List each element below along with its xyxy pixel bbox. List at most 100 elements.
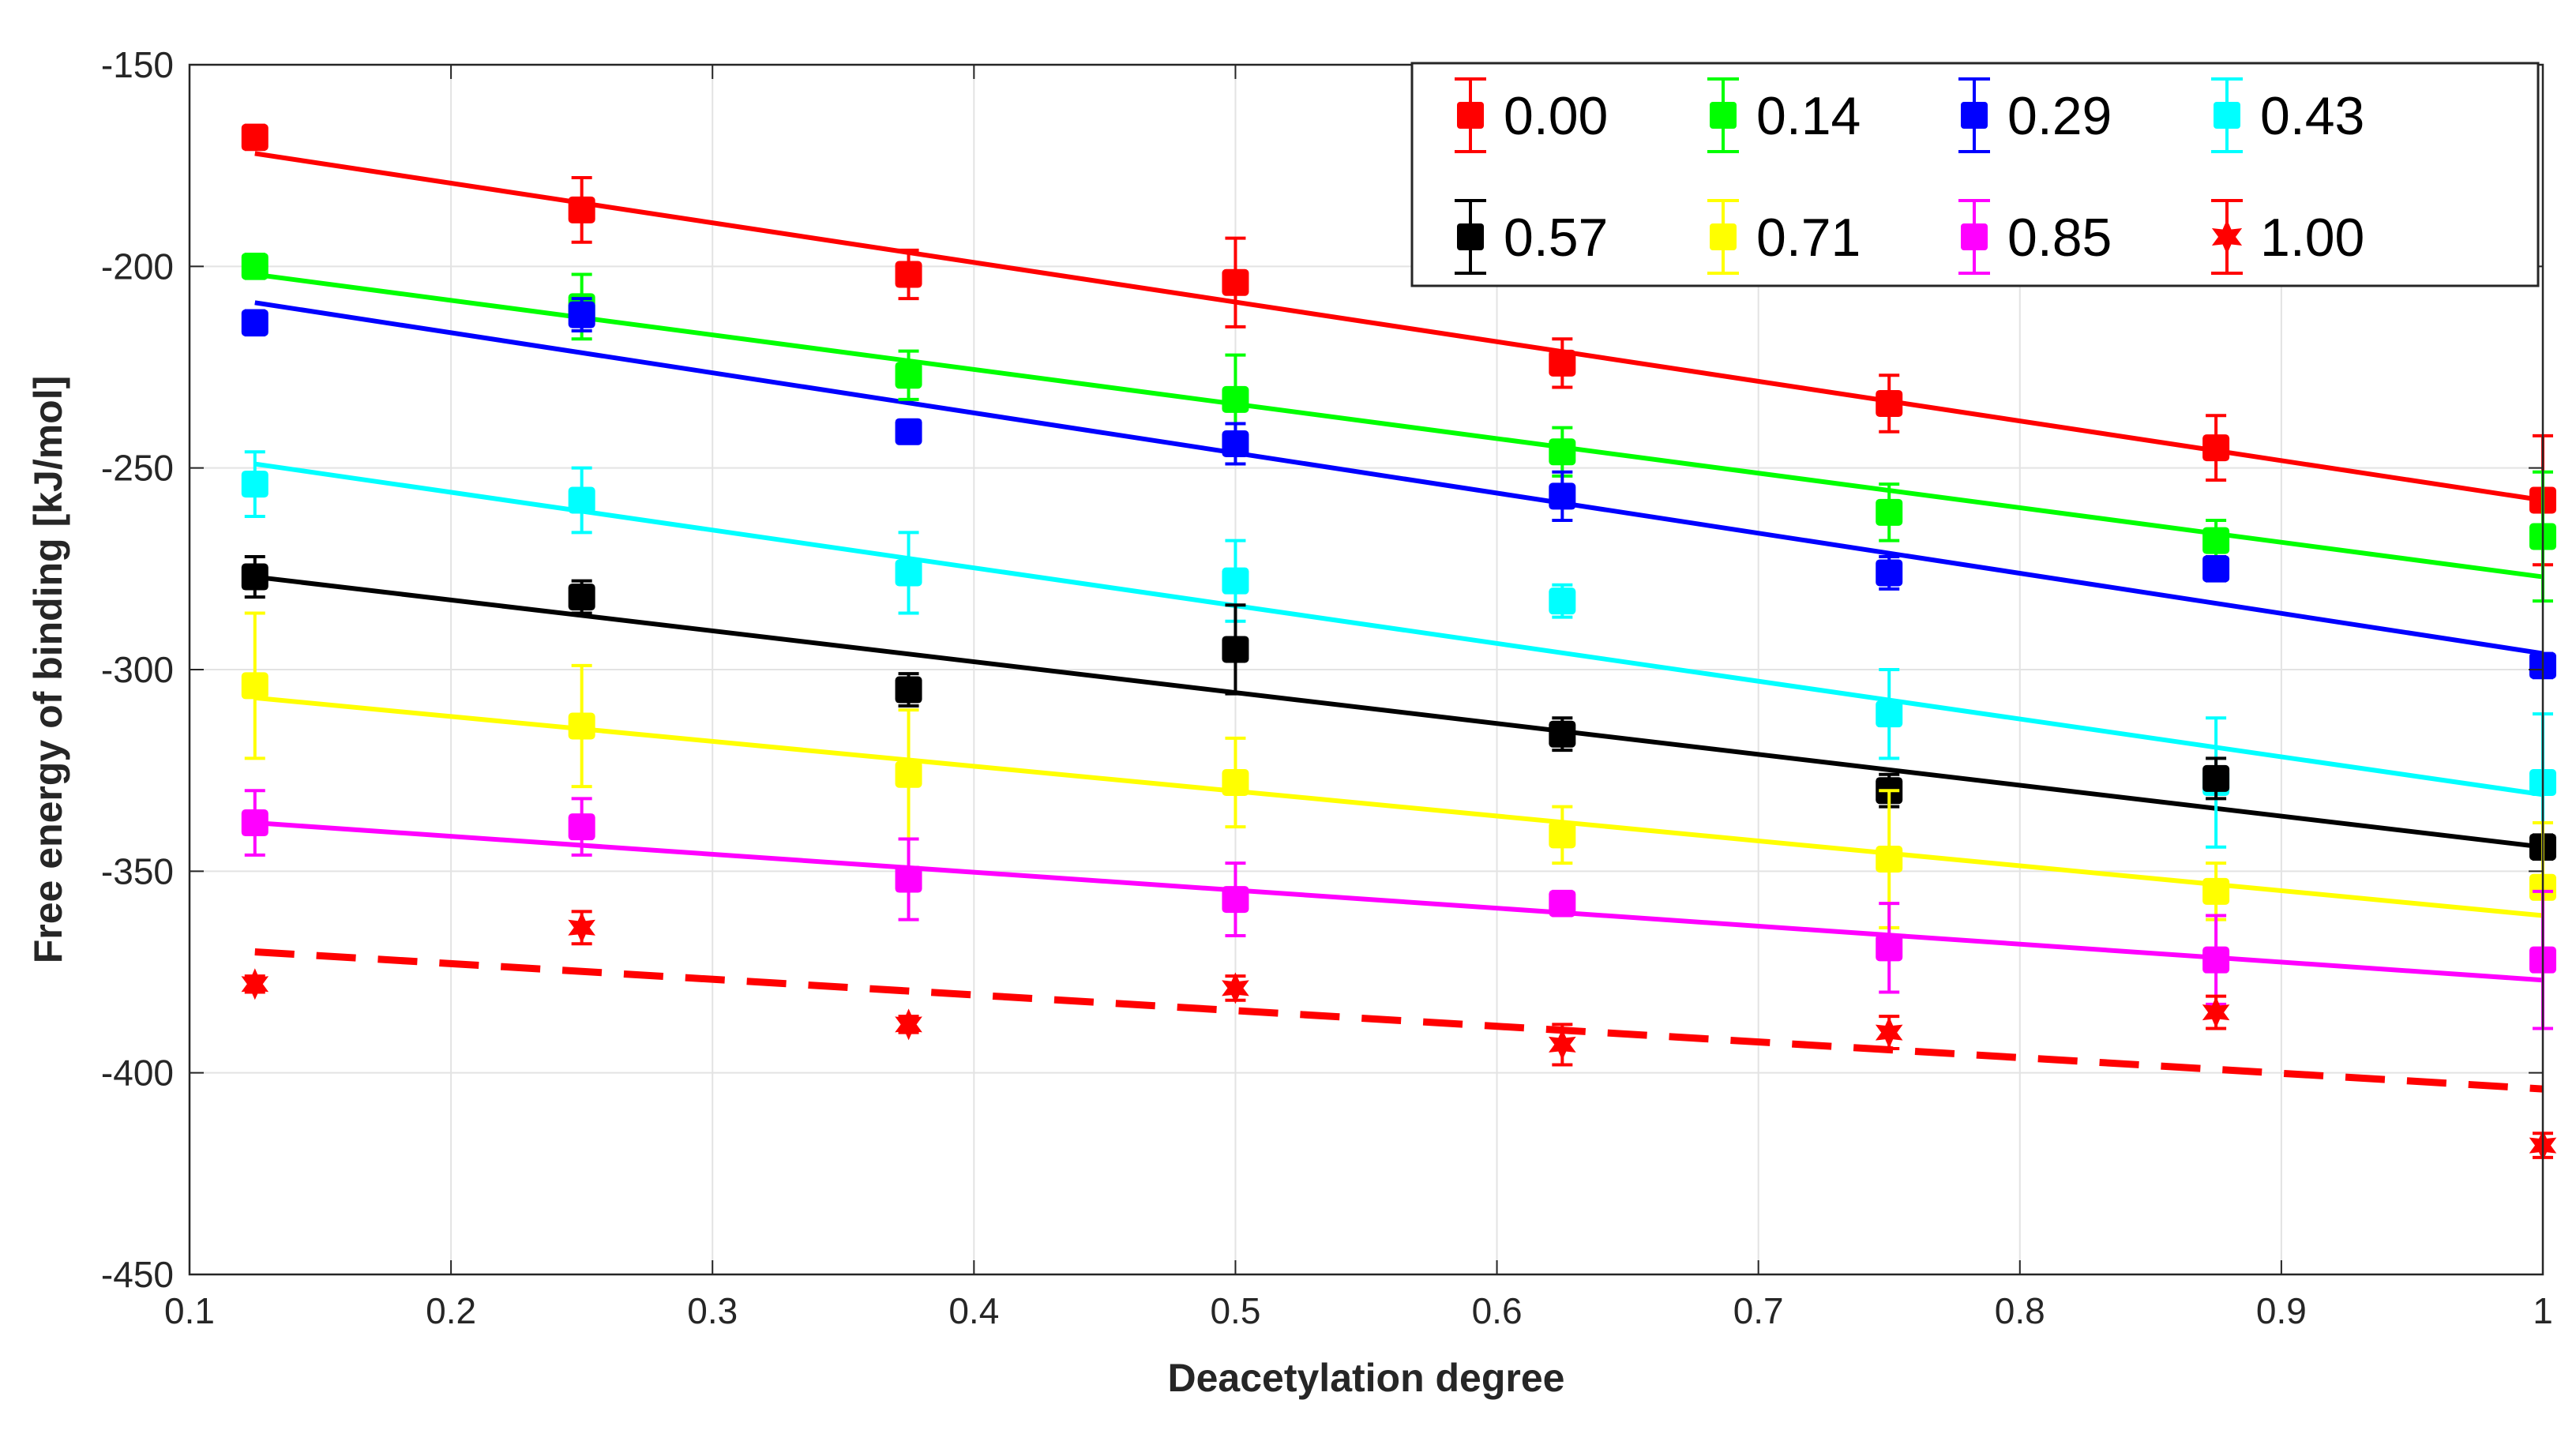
legend-label-1-00: 1.00 bbox=[2260, 208, 2364, 268]
fit-line-0-85 bbox=[254, 820, 2544, 983]
data-point-0-29 bbox=[1876, 559, 1903, 587]
legend-marker-0-57 bbox=[1457, 223, 1484, 250]
data-point-0-00 bbox=[1549, 349, 1576, 377]
y-tick-label: -150 bbox=[101, 44, 174, 85]
x-tick-label: 0.1 bbox=[164, 1290, 215, 1331]
data-point-0-85 bbox=[1222, 886, 1249, 914]
data-point-0-29 bbox=[2202, 555, 2230, 583]
data-point-0-00 bbox=[1222, 268, 1249, 296]
data-point-0-14 bbox=[895, 362, 922, 389]
data-point-0-57 bbox=[1549, 720, 1576, 748]
data-point-1-00 bbox=[2202, 996, 2230, 1029]
y-tick-label: -400 bbox=[101, 1053, 174, 1094]
data-point-0-85 bbox=[241, 809, 268, 837]
data-point-0-71 bbox=[1549, 821, 1576, 849]
data-point-0-85 bbox=[568, 813, 595, 841]
data-point-0-14 bbox=[241, 253, 268, 280]
data-point-0-00 bbox=[241, 123, 268, 151]
x-tick-label: 0.9 bbox=[2256, 1290, 2307, 1331]
data-point-0-29 bbox=[1222, 430, 1249, 458]
y-tick-label: -250 bbox=[101, 448, 174, 489]
x-tick-label: 0.5 bbox=[1210, 1290, 1260, 1331]
data-point-0-71 bbox=[1222, 768, 1249, 796]
data-point-1-00 bbox=[568, 911, 595, 944]
fit-line-0-00 bbox=[254, 151, 2544, 503]
data-point-0-85 bbox=[895, 865, 922, 893]
legend-marker-1-00 bbox=[2211, 220, 2243, 254]
fit-line-1-00 bbox=[254, 948, 2544, 1093]
data-point-0-57 bbox=[2202, 764, 2230, 792]
data-point-0-00 bbox=[568, 196, 595, 223]
data-point-0-14 bbox=[1222, 385, 1249, 413]
y-tick-label: -200 bbox=[101, 246, 174, 287]
data-point-0-29 bbox=[241, 309, 268, 336]
data-point-0-14 bbox=[1549, 438, 1576, 466]
legend-label-0-00: 0.00 bbox=[1504, 86, 1608, 146]
legend-marker-0-71 bbox=[1710, 223, 1737, 250]
x-axis-label: Deacetylation degree bbox=[1168, 1356, 1565, 1400]
y-tick-label: -350 bbox=[101, 850, 174, 891]
y-axis-label: Free energy of binding [kJ/mol] bbox=[26, 376, 70, 964]
x-tick-label: 0.2 bbox=[426, 1290, 476, 1331]
data-point-0-71 bbox=[2202, 877, 2230, 905]
data-point-0-00 bbox=[895, 261, 922, 288]
legend-marker-0-43 bbox=[2214, 102, 2240, 129]
data-point-0-57 bbox=[241, 563, 268, 591]
data-point-0-57 bbox=[568, 584, 595, 611]
data-point-0-43 bbox=[1876, 700, 1903, 728]
x-tick-label: 1 bbox=[2533, 1290, 2553, 1331]
data-point-0-43 bbox=[895, 559, 922, 587]
data-point-0-00 bbox=[1876, 389, 1903, 417]
data-point-0-43 bbox=[568, 486, 595, 514]
x-tick-label: 0.7 bbox=[1733, 1290, 1784, 1331]
legend-label-0-43: 0.43 bbox=[2260, 86, 2364, 146]
data-point-0-43 bbox=[1549, 587, 1576, 615]
legend-label-0-29: 0.29 bbox=[2007, 86, 2112, 146]
legend-marker-0-85 bbox=[1961, 223, 1988, 250]
fit-line-0-71 bbox=[254, 695, 2544, 918]
x-tick-label: 0.8 bbox=[1995, 1290, 2045, 1331]
y-tick-label: -450 bbox=[101, 1254, 174, 1295]
data-point-0-14 bbox=[1876, 498, 1903, 526]
data-point-0-85 bbox=[2202, 946, 2230, 974]
data-point-0-71 bbox=[895, 760, 922, 788]
data-point-0-43 bbox=[241, 471, 268, 498]
x-tick-label: 0.3 bbox=[687, 1290, 738, 1331]
x-tick-label: 0.6 bbox=[1472, 1290, 1523, 1331]
data-point-0-29 bbox=[895, 418, 922, 445]
data-point-1-00 bbox=[895, 1008, 922, 1041]
x-axis-ticks: 0.1 0.2 0.3 0.4 0.5 0.6 0.7 0.8 0.9 1 bbox=[164, 65, 2553, 1331]
legend-marker-0-29 bbox=[1961, 102, 1988, 129]
fit-line-0-14 bbox=[254, 272, 2544, 580]
fit-line-0-29 bbox=[254, 300, 2544, 656]
data-point-0-00 bbox=[2202, 434, 2230, 462]
data-point-1-00 bbox=[1875, 1016, 1903, 1049]
fit-lines bbox=[254, 151, 2544, 1093]
y-tick-label: -300 bbox=[101, 649, 174, 690]
data-point-0-57 bbox=[1222, 636, 1249, 663]
data-point-1-00 bbox=[241, 968, 269, 1000]
data-point-0-29 bbox=[568, 301, 595, 328]
x-tick-label: 0.4 bbox=[948, 1290, 999, 1331]
fit-line-0-57 bbox=[254, 574, 2544, 850]
data-point-0-43 bbox=[1222, 567, 1249, 595]
legend-label-0-85: 0.85 bbox=[2007, 208, 2112, 268]
y-axis-ticks: -150 -200 -250 -300 -350 -400 -450 bbox=[101, 44, 2543, 1295]
legend-label-0-71: 0.71 bbox=[1756, 208, 1861, 268]
legend-marker-0-00 bbox=[1457, 102, 1484, 129]
legend-marker-0-14 bbox=[1710, 102, 1737, 129]
legend-label-0-57: 0.57 bbox=[1504, 208, 1608, 268]
data-point-0-71 bbox=[568, 712, 595, 740]
data-point-0-57 bbox=[895, 676, 922, 704]
data-point-0-14 bbox=[2202, 527, 2230, 554]
data-point-0-85 bbox=[1876, 934, 1903, 962]
legend-label-0-14: 0.14 bbox=[1756, 86, 1861, 146]
data-point-0-71 bbox=[1876, 846, 1903, 873]
data-point-0-71 bbox=[241, 672, 268, 700]
fit-line-0-43 bbox=[254, 461, 2544, 798]
data-point-0-85 bbox=[1549, 890, 1576, 918]
data-point-0-29 bbox=[1549, 482, 1576, 510]
legend: 0.00 0.14 0.29 0.43 0.57 0.71 0.85 1.00 bbox=[1410, 62, 2540, 287]
data-point-1-00 bbox=[1549, 1028, 1576, 1060]
